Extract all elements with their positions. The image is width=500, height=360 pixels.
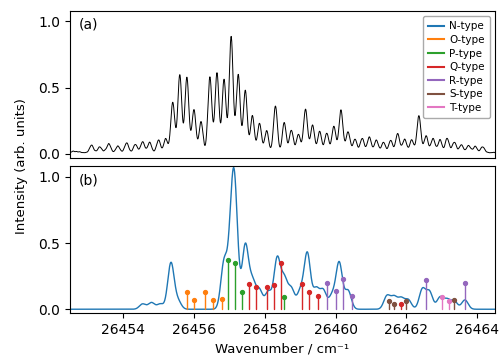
X-axis label: Wavenumber / cm⁻¹: Wavenumber / cm⁻¹ <box>216 342 350 355</box>
Text: (a): (a) <box>78 17 98 31</box>
Text: Intensity (arb. units): Intensity (arb. units) <box>15 98 28 234</box>
Text: (b): (b) <box>78 173 98 187</box>
Legend: N-type, O-type, P-type, Q-type, R-type, S-type, T-type: N-type, O-type, P-type, Q-type, R-type, … <box>423 16 490 118</box>
